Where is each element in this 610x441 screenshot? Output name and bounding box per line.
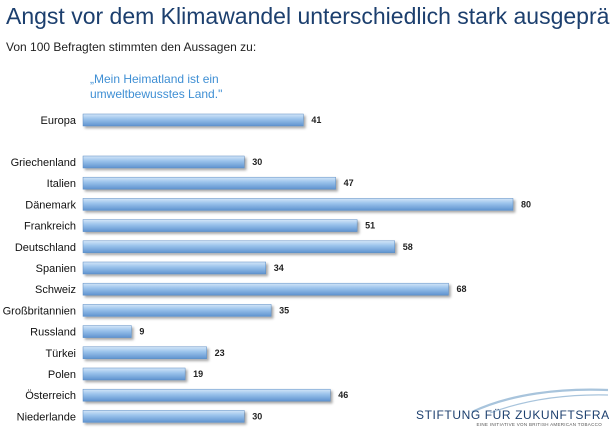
category-label: Großbritannien (3, 305, 76, 317)
bar-niederlande (82, 410, 245, 423)
value-label: 34 (274, 263, 284, 273)
value-label: 68 (457, 284, 467, 294)
value-label: 58 (403, 242, 413, 252)
bar-großbritannien (82, 304, 272, 317)
category-label: Russland (30, 327, 76, 339)
category-label: Dänemark (25, 199, 76, 211)
category-label: Deutschland (15, 242, 76, 254)
brand-name: STIFTUNG FÜR ZUKUNFTSFRAGEN (416, 408, 610, 422)
value-label: 51 (365, 221, 375, 231)
value-label: 46 (338, 390, 348, 400)
page-title: Angst vor dem Klimawandel unterschiedlic… (6, 3, 610, 29)
bar-schweiz (82, 282, 449, 296)
series-label: „Mein Heimatland ist ein umweltbewusstes… (90, 72, 223, 101)
value-label: 35 (279, 305, 289, 315)
value-label: 47 (344, 178, 354, 188)
category-label: Spanien (36, 263, 76, 275)
value-label: 30 (252, 411, 262, 421)
category-label: Österreich (25, 390, 76, 402)
brand-logo: STIFTUNG FÜR ZUKUNFTSFRAGEN EINE INITIAT… (416, 408, 610, 427)
value-label: 30 (252, 157, 262, 167)
bar-italien (82, 176, 336, 190)
category-label: Europa (41, 115, 77, 127)
category-label: Polen (48, 369, 76, 381)
value-label: 41 (311, 115, 321, 125)
brand-swoosh (471, 388, 609, 414)
page-subtitle: Von 100 Befragten stimmten den Aussagen … (6, 40, 257, 54)
bar-frankreich (82, 219, 358, 232)
value-label: 80 (521, 199, 531, 209)
category-label: Schweiz (35, 284, 76, 296)
category-label: Türkei (45, 348, 76, 360)
bar-polen (82, 367, 186, 381)
bar-österreich (82, 388, 331, 402)
bar-deutschland (82, 240, 395, 254)
bar-dänemark (82, 198, 514, 211)
category-label: Italien (47, 178, 76, 190)
bar-türkei (82, 346, 207, 360)
category-label: Griechenland (11, 157, 76, 169)
category-label: Niederlande (17, 411, 76, 423)
bar-russland (82, 325, 132, 338)
value-label: 9 (139, 327, 144, 337)
category-label: Frankreich (24, 221, 76, 233)
value-label: 19 (193, 369, 203, 379)
bar-spanien (82, 261, 266, 275)
bar-griechenland (82, 155, 245, 169)
brand-tagline: EINE INITIATIVE VON BRITISH AMERICAN TOB… (476, 422, 602, 427)
bar-europa (82, 113, 304, 127)
value-label: 23 (215, 348, 225, 358)
